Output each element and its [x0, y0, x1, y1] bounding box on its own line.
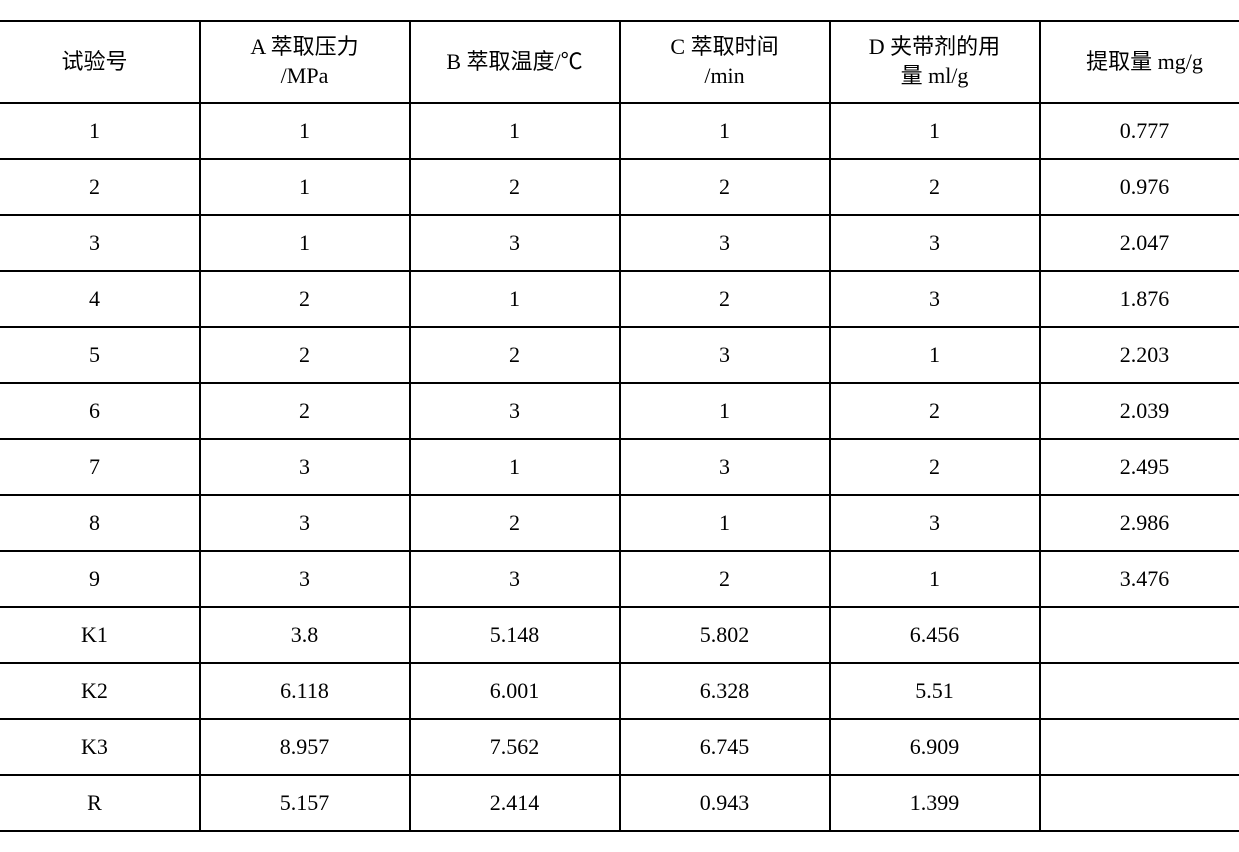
table-cell: 2 — [620, 159, 830, 215]
table-row: 8 3 2 1 3 2.986 — [0, 495, 1239, 551]
table-cell — [1040, 607, 1239, 663]
table-row: K3 8.957 7.562 6.745 6.909 — [0, 719, 1239, 775]
table-cell: 6.118 — [200, 663, 410, 719]
table-cell: 0.976 — [1040, 159, 1239, 215]
table-cell: 3.476 — [1040, 551, 1239, 607]
table-cell: 2 — [830, 159, 1040, 215]
column-header: B 萃取温度/℃ — [410, 21, 620, 103]
table-cell: 1 — [410, 439, 620, 495]
table-row: 7 3 1 3 2 2.495 — [0, 439, 1239, 495]
table-cell: 6.745 — [620, 719, 830, 775]
table-cell: 1.876 — [1040, 271, 1239, 327]
table-row: 4 2 1 2 3 1.876 — [0, 271, 1239, 327]
table-cell: 1 — [620, 103, 830, 159]
experiment-table: 试验号 A 萃取压力/MPa B 萃取温度/℃ C 萃取时间/min D 夹带剂… — [0, 20, 1239, 832]
table-cell: 2 — [410, 159, 620, 215]
column-header: 提取量 mg/g — [1040, 21, 1239, 103]
table-cell: 2 — [200, 271, 410, 327]
table-cell: K1 — [0, 607, 200, 663]
table-cell: 6.328 — [620, 663, 830, 719]
table-cell: 7 — [0, 439, 200, 495]
table-row: 2 1 2 2 2 0.976 — [0, 159, 1239, 215]
table-cell: 4 — [0, 271, 200, 327]
table-row: K2 6.118 6.001 6.328 5.51 — [0, 663, 1239, 719]
column-header: C 萃取时间/min — [620, 21, 830, 103]
table-cell: 1 — [410, 271, 620, 327]
table-cell: 2.203 — [1040, 327, 1239, 383]
column-header: A 萃取压力/MPa — [200, 21, 410, 103]
table-cell: 2 — [200, 327, 410, 383]
table-cell: 2 — [830, 383, 1040, 439]
table-cell: 2.414 — [410, 775, 620, 831]
table-cell: 3 — [830, 215, 1040, 271]
column-header: D 夹带剂的用量 ml/g — [830, 21, 1040, 103]
table-cell: 1 — [200, 215, 410, 271]
table-cell: 3 — [830, 271, 1040, 327]
table-cell: R — [0, 775, 200, 831]
table-cell: 6.456 — [830, 607, 1040, 663]
table-cell: 3 — [410, 383, 620, 439]
table-cell: K2 — [0, 663, 200, 719]
table-cell: 2 — [830, 439, 1040, 495]
table-cell: 6.909 — [830, 719, 1040, 775]
table-cell: 2.495 — [1040, 439, 1239, 495]
table-cell: 0.777 — [1040, 103, 1239, 159]
table-row: 3 1 3 3 3 2.047 — [0, 215, 1239, 271]
table-cell: 3 — [200, 495, 410, 551]
table-cell: 2 — [0, 159, 200, 215]
table-cell: 3 — [620, 439, 830, 495]
table-cell: 2 — [620, 551, 830, 607]
table-cell: 3 — [620, 327, 830, 383]
table-cell: 3 — [830, 495, 1040, 551]
table-cell: 2 — [200, 383, 410, 439]
table-cell: 5 — [0, 327, 200, 383]
table-cell: 3 — [200, 551, 410, 607]
table-cell: 3 — [0, 215, 200, 271]
table-row: 1 1 1 1 1 0.777 — [0, 103, 1239, 159]
table-cell: 1 — [620, 383, 830, 439]
table-cell — [1040, 663, 1239, 719]
table-cell — [1040, 719, 1239, 775]
table-row: 5 2 2 3 1 2.203 — [0, 327, 1239, 383]
table-cell: 3 — [410, 215, 620, 271]
column-header: 试验号 — [0, 21, 200, 103]
table-cell: 2.047 — [1040, 215, 1239, 271]
table-header-row: 试验号 A 萃取压力/MPa B 萃取温度/℃ C 萃取时间/min D 夹带剂… — [0, 21, 1239, 103]
table-cell: 8.957 — [200, 719, 410, 775]
table-cell: 7.562 — [410, 719, 620, 775]
table-cell: 1 — [620, 495, 830, 551]
table-cell: 1 — [200, 159, 410, 215]
table-cell: 1 — [830, 551, 1040, 607]
table-cell: 2 — [410, 495, 620, 551]
table-cell: 2 — [620, 271, 830, 327]
table-row: R 5.157 2.414 0.943 1.399 — [0, 775, 1239, 831]
table-row: K1 3.8 5.148 5.802 6.456 — [0, 607, 1239, 663]
table-cell: 3.8 — [200, 607, 410, 663]
table-cell: 5.51 — [830, 663, 1040, 719]
table-cell: 1 — [830, 103, 1040, 159]
table-cell: 6 — [0, 383, 200, 439]
table-cell: 1 — [410, 103, 620, 159]
table-cell: 3 — [200, 439, 410, 495]
table-cell: 6.001 — [410, 663, 620, 719]
table-cell: 1 — [0, 103, 200, 159]
table-cell: 0.943 — [620, 775, 830, 831]
table-cell: 3 — [620, 215, 830, 271]
table-cell: 2.039 — [1040, 383, 1239, 439]
table-cell — [1040, 775, 1239, 831]
table-cell: 5.148 — [410, 607, 620, 663]
table-cell: 1 — [200, 103, 410, 159]
table-cell: 9 — [0, 551, 200, 607]
table-cell: 5.157 — [200, 775, 410, 831]
table-row: 6 2 3 1 2 2.039 — [0, 383, 1239, 439]
table-cell: 2.986 — [1040, 495, 1239, 551]
table-cell: 5.802 — [620, 607, 830, 663]
table-cell: 8 — [0, 495, 200, 551]
table-cell: 1.399 — [830, 775, 1040, 831]
table-cell: 3 — [410, 551, 620, 607]
table-row: 9 3 3 2 1 3.476 — [0, 551, 1239, 607]
table-cell: 2 — [410, 327, 620, 383]
table-cell: 1 — [830, 327, 1040, 383]
table-cell: K3 — [0, 719, 200, 775]
